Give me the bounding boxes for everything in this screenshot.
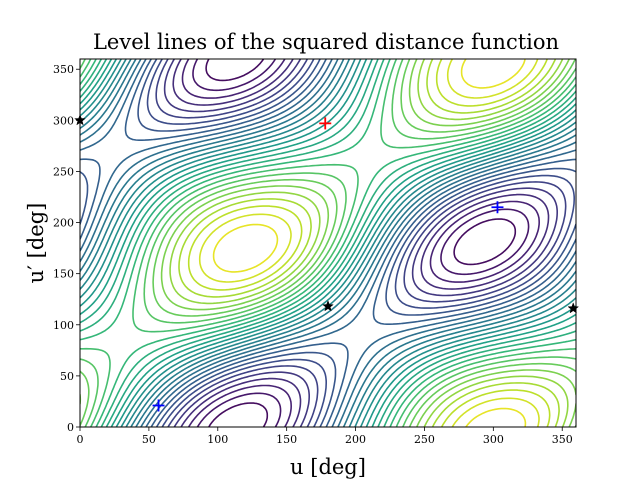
contour-line [163, 59, 558, 427]
contour-line [80, 59, 576, 427]
y-tick-label: 100 [53, 319, 74, 332]
contour-line [80, 59, 576, 427]
contour-lines [80, 59, 576, 427]
x-tick-label: 50 [142, 433, 156, 446]
x-tick-label: 0 [77, 433, 84, 446]
y-tick-label: 50 [60, 370, 74, 383]
minimum-marker [152, 399, 165, 412]
contour-line [80, 59, 576, 427]
y-tick-label: 350 [53, 63, 74, 76]
contour-line [146, 59, 575, 427]
contour-line [155, 59, 567, 427]
x-tick-label: 350 [552, 433, 573, 446]
y-axis: 0 50 100 150 200 250 300 350 [53, 63, 80, 434]
y-tick-label: 250 [53, 165, 74, 178]
contour-line [181, 59, 540, 427]
contour-line [80, 59, 576, 427]
saddle-marker [567, 302, 580, 314]
contour-line [80, 59, 576, 427]
contour-line [187, 59, 551, 427]
y-tick-label: 300 [53, 114, 74, 127]
y-tick-label: 0 [67, 421, 74, 434]
x-tick-label: 100 [207, 433, 228, 446]
minimum-marker [491, 201, 504, 214]
contour-line [169, 59, 569, 427]
contour-line [172, 59, 550, 427]
saddle-marker [322, 300, 334, 312]
maximum-marker [319, 117, 332, 130]
contour-line [80, 59, 576, 427]
chart-title: Level lines of the squared distance func… [93, 30, 559, 54]
plot-frame [79, 58, 577, 428]
contour-line [80, 59, 576, 427]
contour-line [212, 59, 527, 427]
contour-line [80, 59, 576, 427]
x-tick-label: 150 [276, 433, 297, 446]
y-axis-label: u′ [deg] [24, 203, 48, 284]
contour-line [198, 59, 540, 427]
x-axis: 0 50 100 150 200 250 300 350 [77, 427, 573, 446]
contour-line [205, 59, 517, 427]
critical-point-markers [74, 114, 580, 412]
x-tick-label: 300 [483, 433, 504, 446]
x-axis-label: u [deg] [290, 455, 366, 479]
contour-line [80, 59, 576, 427]
contour-line [80, 59, 576, 427]
y-tick-label: 150 [53, 268, 74, 281]
x-tick-label: 250 [414, 433, 435, 446]
contour-line [80, 59, 576, 427]
x-tick-label: 200 [345, 433, 366, 446]
y-tick-label: 200 [53, 217, 74, 230]
contour-line [80, 59, 576, 427]
contour-line [178, 59, 560, 427]
